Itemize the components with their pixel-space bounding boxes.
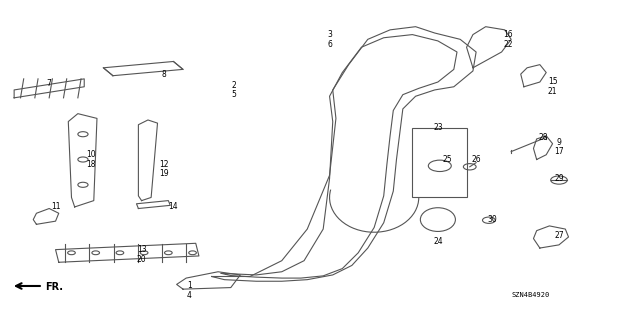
Text: 15
21: 15 21 <box>548 78 557 96</box>
Text: 16
22: 16 22 <box>503 30 513 49</box>
Text: 14: 14 <box>168 203 179 211</box>
Text: 8: 8 <box>161 70 166 78</box>
Text: SZN4B4920: SZN4B4920 <box>511 293 549 299</box>
Text: FR.: FR. <box>45 282 63 292</box>
Text: 25: 25 <box>443 155 452 164</box>
Text: 28: 28 <box>538 133 548 142</box>
Text: 23: 23 <box>433 123 443 132</box>
Text: 24: 24 <box>433 237 443 246</box>
Text: 30: 30 <box>487 215 497 224</box>
Text: 11: 11 <box>51 203 60 211</box>
Text: 12
19: 12 19 <box>159 160 169 178</box>
Text: 13
20: 13 20 <box>137 245 147 264</box>
Text: 2
5: 2 5 <box>232 81 236 99</box>
Text: 7: 7 <box>47 79 52 88</box>
Text: 3
6: 3 6 <box>327 30 332 49</box>
Text: 26: 26 <box>471 155 481 164</box>
Text: 9
17: 9 17 <box>554 137 564 156</box>
Text: 29: 29 <box>554 174 564 183</box>
Text: 10
18: 10 18 <box>86 150 95 169</box>
Text: 27: 27 <box>554 231 564 240</box>
Text: 1
4: 1 4 <box>187 281 192 300</box>
